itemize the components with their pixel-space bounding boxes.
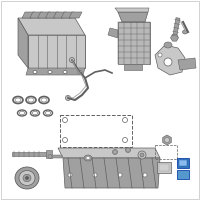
Bar — [157, 162, 171, 173]
Ellipse shape — [112, 150, 118, 154]
Bar — [118, 22, 150, 64]
Polygon shape — [171, 34, 179, 41]
Bar — [159, 164, 169, 171]
Polygon shape — [53, 12, 66, 18]
Ellipse shape — [164, 58, 172, 66]
Ellipse shape — [32, 111, 38, 115]
Ellipse shape — [182, 30, 188, 34]
Polygon shape — [63, 158, 160, 188]
Ellipse shape — [126, 148, 130, 152]
Ellipse shape — [23, 174, 31, 182]
Bar — [46, 150, 52, 158]
Bar — [179, 160, 187, 166]
Ellipse shape — [20, 111, 24, 115]
Polygon shape — [69, 12, 82, 18]
Polygon shape — [115, 8, 149, 12]
Ellipse shape — [78, 71, 82, 73]
Ellipse shape — [19, 170, 35, 186]
Ellipse shape — [68, 173, 72, 177]
Polygon shape — [173, 18, 180, 38]
Ellipse shape — [28, 98, 34, 102]
Ellipse shape — [158, 53, 162, 57]
Bar — [52, 155, 62, 158]
Polygon shape — [118, 12, 148, 22]
Ellipse shape — [84, 155, 92, 161]
Ellipse shape — [164, 138, 170, 142]
Ellipse shape — [164, 42, 172, 48]
Bar — [177, 158, 189, 168]
Polygon shape — [61, 12, 74, 18]
Polygon shape — [22, 12, 35, 18]
Polygon shape — [46, 12, 58, 18]
Ellipse shape — [46, 111, 50, 115]
Ellipse shape — [143, 173, 147, 177]
Ellipse shape — [33, 71, 37, 73]
Ellipse shape — [140, 153, 144, 157]
Ellipse shape — [15, 167, 39, 189]
Polygon shape — [28, 35, 85, 68]
Ellipse shape — [48, 154, 52, 158]
Bar — [12, 152, 48, 156]
Ellipse shape — [48, 71, 52, 73]
Polygon shape — [178, 58, 196, 70]
Polygon shape — [58, 148, 160, 158]
Bar — [60, 115, 132, 147]
Ellipse shape — [93, 173, 97, 177]
Polygon shape — [26, 68, 85, 75]
Ellipse shape — [66, 96, 70, 100]
Bar — [177, 170, 189, 179]
Ellipse shape — [138, 151, 146, 159]
Ellipse shape — [118, 173, 122, 177]
Ellipse shape — [70, 58, 74, 62]
Ellipse shape — [63, 71, 67, 73]
Polygon shape — [38, 12, 51, 18]
Polygon shape — [18, 18, 85, 35]
Ellipse shape — [15, 98, 21, 102]
Polygon shape — [155, 45, 185, 75]
Ellipse shape — [114, 151, 116, 153]
Ellipse shape — [127, 149, 129, 151]
Bar — [124, 64, 142, 70]
Ellipse shape — [86, 156, 90, 160]
Polygon shape — [163, 135, 171, 145]
Ellipse shape — [41, 98, 47, 102]
Polygon shape — [18, 18, 28, 68]
Ellipse shape — [26, 176, 29, 180]
Bar — [155, 145, 177, 159]
Polygon shape — [30, 12, 43, 18]
Polygon shape — [108, 28, 118, 38]
